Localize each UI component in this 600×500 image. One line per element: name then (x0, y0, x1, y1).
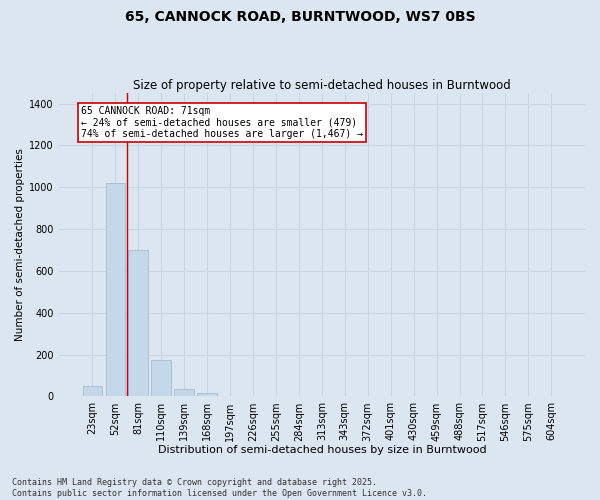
Bar (83, 386, 102, 396)
Bar (128, 250, 148, 396)
Y-axis label: Number of semi-detached properties: Number of semi-detached properties (15, 148, 25, 342)
Text: Contains HM Land Registry data © Crown copyright and database right 2025.
Contai: Contains HM Land Registry data © Crown c… (12, 478, 427, 498)
Text: 65, CANNOCK ROAD, BURNTWOOD, WS7 0BS: 65, CANNOCK ROAD, BURNTWOOD, WS7 0BS (125, 10, 475, 24)
Bar (106, 183, 125, 396)
Bar (151, 360, 171, 397)
Title: Size of property relative to semi-detached houses in Burntwood: Size of property relative to semi-detach… (133, 79, 511, 92)
Text: 65 CANNOCK ROAD: 71sqm
← 24% of semi-detached houses are smaller (479)
74% of se: 65 CANNOCK ROAD: 71sqm ← 24% of semi-det… (81, 106, 363, 139)
X-axis label: Distribution of semi-detached houses by size in Burntwood: Distribution of semi-detached houses by … (158, 445, 486, 455)
Bar (197, 394, 217, 396)
Bar (175, 388, 194, 396)
